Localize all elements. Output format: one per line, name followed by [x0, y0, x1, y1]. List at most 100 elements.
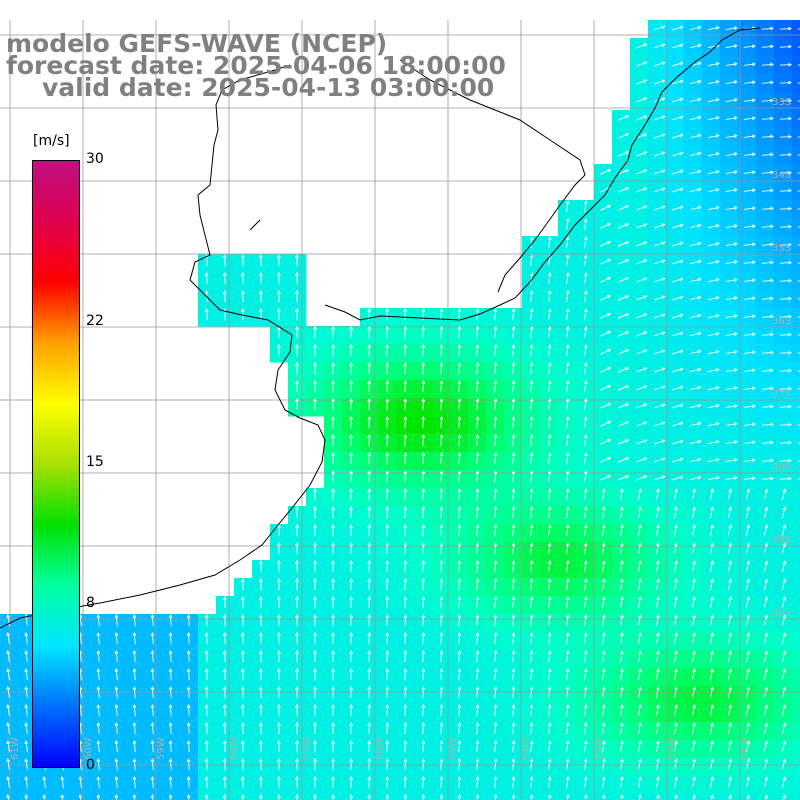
- wind-arrow: [222, 668, 227, 681]
- wind-arrow: [349, 380, 353, 393]
- wind-arrow: [529, 290, 534, 303]
- wind-arrow: [168, 650, 173, 663]
- wind-arrow: [367, 596, 372, 609]
- wind-cell: [792, 272, 800, 291]
- wind-arrow: [259, 560, 263, 573]
- wind-arrow: [439, 416, 444, 429]
- wind-arrow: [653, 277, 666, 283]
- wind-arrow: [457, 398, 462, 411]
- wind-arrow: [745, 542, 751, 555]
- wind-arrow: [403, 470, 408, 483]
- wind-cell: [540, 794, 559, 800]
- wind-arrow: [511, 362, 516, 375]
- wind-arrow: [403, 416, 408, 429]
- wind-arrow: [599, 169, 612, 175]
- wind-arrow: [475, 362, 480, 375]
- wind-arrow: [707, 458, 720, 463]
- wind-arrow: [602, 560, 606, 573]
- wind-arrow: [599, 277, 612, 283]
- wind-cell: [792, 38, 800, 57]
- wind-arrow: [653, 79, 666, 85]
- wind-arrow: [743, 188, 756, 193]
- wind-arrow: [584, 200, 588, 213]
- wind-arrow: [132, 758, 137, 771]
- wind-arrow: [186, 614, 191, 627]
- wind-arrow: [132, 632, 137, 645]
- wind-arrow: [635, 349, 648, 355]
- wind-arrow: [761, 26, 774, 31]
- wind-arrow: [349, 416, 353, 429]
- wind-arrow: [709, 632, 714, 645]
- wind-arrow: [132, 614, 137, 627]
- wind-arrow: [331, 740, 335, 753]
- wind-arrow: [511, 560, 516, 573]
- wind-arrow: [529, 668, 534, 681]
- wind-arrow: [781, 776, 787, 789]
- wind-arrow: [761, 440, 774, 445]
- wind-arrow: [42, 794, 47, 800]
- wind-arrow: [745, 776, 751, 789]
- wind-arrow: [529, 758, 534, 771]
- wind-arrow: [617, 439, 630, 445]
- wind-arrow: [599, 439, 612, 445]
- wind-arrow: [529, 650, 534, 663]
- wind-arrow: [673, 758, 678, 771]
- wind-arrow: [637, 506, 642, 519]
- wind-arrow: [689, 151, 702, 157]
- wind-arrow: [367, 398, 372, 411]
- wind-arrow: [617, 133, 630, 139]
- wind-arrow: [635, 115, 648, 121]
- wind-arrow: [114, 650, 119, 663]
- wind-arrow: [511, 668, 516, 681]
- wind-arrow: [439, 380, 444, 393]
- wind-arrow: [403, 704, 408, 717]
- wind-arrow: [439, 668, 444, 681]
- wind-arrow: [403, 614, 408, 627]
- wind-cell: [792, 470, 800, 489]
- wind-arrow: [547, 290, 552, 303]
- wind-arrow: [743, 440, 756, 445]
- wind-arrow: [584, 794, 588, 800]
- wind-arrow: [602, 506, 606, 519]
- wind-arrow: [743, 224, 756, 229]
- wind-arrow: [295, 290, 299, 303]
- wind-arrow: [331, 380, 335, 393]
- wind-arrow: [493, 470, 498, 483]
- wind-arrow: [709, 542, 714, 555]
- wind-arrow: [529, 542, 534, 555]
- wind-arrow: [529, 254, 534, 267]
- wind-arrow: [761, 296, 774, 301]
- wind-arrow: [511, 416, 516, 429]
- wind-arrow: [709, 686, 714, 699]
- wind-arrow: [673, 704, 678, 717]
- wind-arrow: [689, 403, 702, 409]
- wind-arrow: [403, 452, 408, 465]
- wind-arrow: [439, 344, 444, 357]
- wind-arrow: [475, 650, 480, 663]
- wind-arrow: [475, 632, 480, 645]
- wind-arrow: [529, 740, 534, 753]
- wind-arrow: [565, 488, 570, 501]
- wind-arrow: [6, 632, 10, 645]
- wind-arrow: [132, 668, 137, 681]
- wind-arrow: [584, 326, 588, 339]
- colorbar-unit-label: [m/s]: [33, 133, 70, 149]
- wind-arrow: [241, 740, 245, 753]
- wind-arrow: [637, 542, 642, 555]
- wind-arrow: [725, 386, 738, 390]
- wind-arrow: [745, 506, 751, 519]
- wind-arrow: [259, 632, 263, 645]
- wind-arrow: [707, 188, 720, 193]
- wind-arrow: [673, 632, 678, 645]
- wind-arrow: [743, 476, 756, 481]
- wind-arrow: [493, 362, 498, 375]
- wind-arrow: [439, 434, 444, 447]
- wind-arrow: [547, 686, 552, 699]
- wind-arrow: [331, 452, 335, 465]
- wind-arrow: [565, 272, 570, 285]
- wind-arrow: [331, 488, 335, 501]
- wind-arrow: [367, 722, 372, 735]
- wind-arrow: [637, 776, 642, 789]
- wind-arrow: [547, 668, 552, 681]
